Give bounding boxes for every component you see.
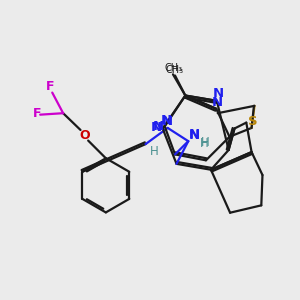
Text: H: H: [149, 145, 158, 158]
Text: N: N: [151, 122, 162, 134]
Text: S: S: [248, 115, 258, 128]
Text: CH₃: CH₃: [166, 64, 184, 75]
Text: N: N: [160, 114, 172, 127]
Text: H: H: [200, 137, 209, 150]
Text: O: O: [79, 129, 90, 142]
Text: CH₃: CH₃: [164, 63, 182, 73]
Text: F: F: [46, 80, 54, 93]
Text: N: N: [189, 129, 200, 142]
Text: N: N: [161, 115, 172, 128]
Text: F: F: [32, 107, 41, 120]
Text: N: N: [212, 96, 223, 109]
Text: N: N: [153, 120, 164, 133]
Text: H: H: [200, 136, 209, 149]
Text: N: N: [189, 128, 200, 141]
Text: N: N: [212, 87, 224, 100]
